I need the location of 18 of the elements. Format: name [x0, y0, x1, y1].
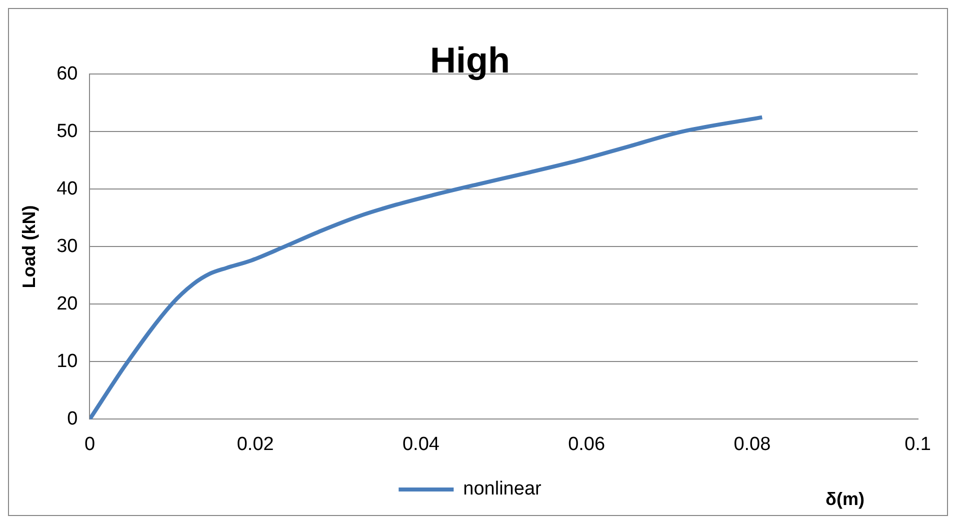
- x-axis-title: δ(m): [826, 488, 864, 509]
- x-tick-label: 0.04: [402, 434, 440, 455]
- x-tick-label: 0: [84, 434, 96, 455]
- y-tick-label: 20: [56, 293, 78, 314]
- x-tick-label: 0.08: [734, 434, 771, 455]
- y-tick-label: 10: [56, 350, 78, 372]
- y-tick-label: 40: [56, 178, 78, 200]
- y-tick-label: 60: [56, 63, 78, 84]
- y-axis-title: Load (kN): [18, 205, 39, 288]
- chart-title: High: [430, 40, 510, 81]
- y-tick-label: 50: [56, 120, 78, 142]
- y-tick-label: 30: [56, 236, 78, 257]
- y-tick-label: 0: [67, 408, 78, 430]
- x-tick-label: 0.02: [236, 434, 274, 455]
- x-tick-label: 0.06: [568, 434, 606, 455]
- line-series: [90, 115, 764, 420]
- legend-label: nonlinear: [463, 478, 542, 500]
- x-tick-label: 0.1: [904, 434, 932, 455]
